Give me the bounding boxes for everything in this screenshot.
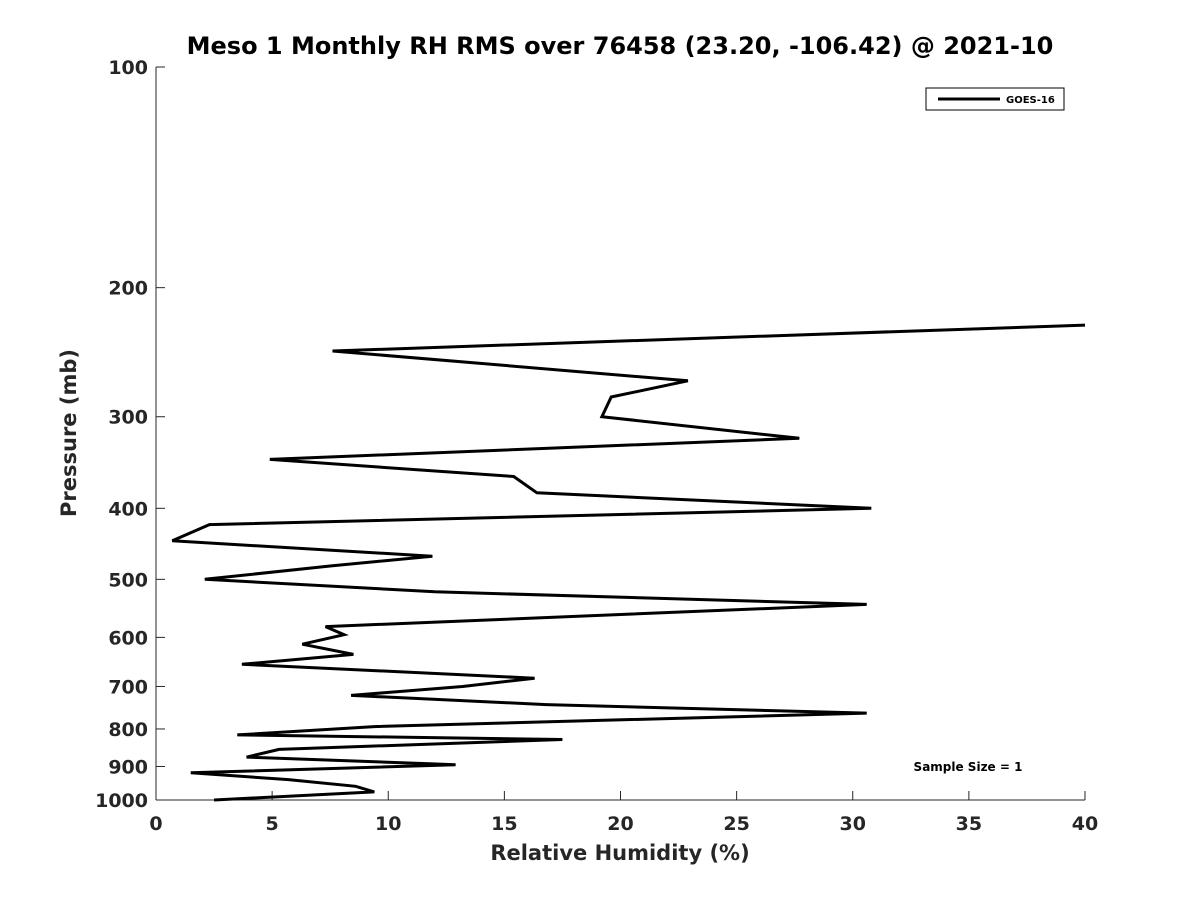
legend: GOES-16 — [925, 87, 1065, 111]
plot-area — [155, 67, 1085, 801]
x-ticks: 0 5 10 15 20 25 30 35 40 — [149, 791, 1098, 835]
x-tick-label: 0 — [149, 813, 162, 835]
y-tick-label: 900 — [108, 756, 148, 778]
x-tick-label: 30 — [840, 813, 866, 835]
y-tick-label: 100 — [108, 57, 148, 79]
sample-size-annotation: Sample Size = 1 — [914, 760, 1023, 774]
legend-label: GOES-16 — [1006, 95, 1055, 106]
y-tick-label: 1000 — [95, 790, 148, 812]
x-tick-label: 5 — [266, 813, 279, 835]
y-tick-label: 600 — [108, 627, 148, 649]
y-tick-label: 800 — [108, 719, 148, 741]
y-axis-label: Pressure (mb) — [57, 349, 81, 517]
x-tick-label: 10 — [375, 813, 401, 835]
x-tick-label: 35 — [956, 813, 982, 835]
x-tick-label: 25 — [723, 813, 749, 835]
x-axis-label: Relative Humidity (%) — [490, 841, 749, 865]
y-tick-label: 500 — [108, 569, 148, 591]
y-tick-label: 700 — [108, 676, 148, 698]
y-tick-label: 300 — [108, 407, 148, 429]
y-tick-label: 400 — [108, 498, 148, 520]
chart-title: Meso 1 Monthly RH RMS over 76458 (23.20,… — [187, 32, 1054, 60]
series-layer — [171, 323, 1086, 802]
x-tick-label: 15 — [491, 813, 517, 835]
series-line-goes-16 — [171, 323, 1086, 802]
x-tick-label: 40 — [1072, 813, 1098, 835]
y-ticks: 100 200 300 400 500 600 700 800 900 1000 — [95, 57, 165, 812]
x-tick-label: 20 — [607, 813, 633, 835]
y-tick-label: 200 — [108, 278, 148, 300]
